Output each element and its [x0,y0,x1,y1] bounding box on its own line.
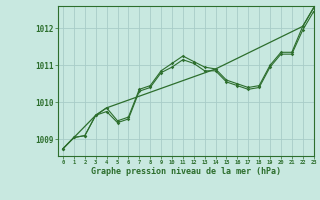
X-axis label: Graphe pression niveau de la mer (hPa): Graphe pression niveau de la mer (hPa) [91,167,281,176]
